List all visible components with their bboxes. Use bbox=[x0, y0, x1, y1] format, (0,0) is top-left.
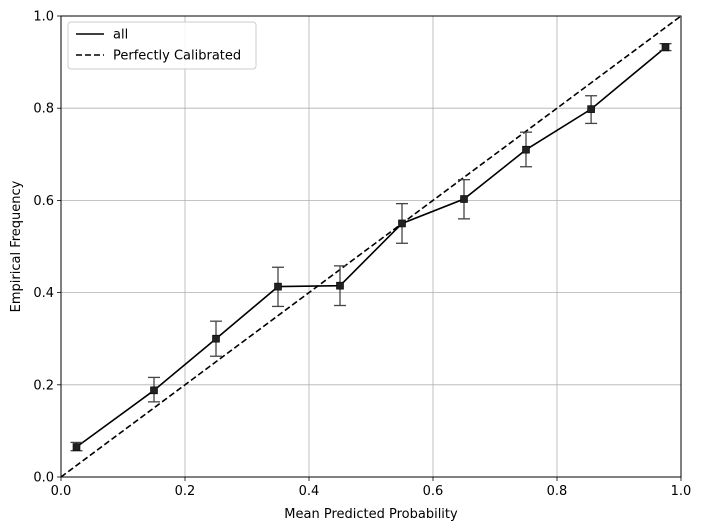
legend-box bbox=[67, 21, 257, 70]
data-point-marker bbox=[274, 282, 282, 291]
data-point-marker bbox=[460, 195, 468, 203]
y-tick-label: 0.0 bbox=[33, 471, 54, 486]
data-point-marker bbox=[661, 43, 670, 52]
perfectly-calibrated-line bbox=[60, 15, 682, 478]
data-point-marker bbox=[587, 105, 595, 113]
x-tick-label: 0.4 bbox=[299, 484, 320, 499]
y-tick-label: 0.2 bbox=[33, 378, 54, 393]
y-tick-label: 0.6 bbox=[33, 194, 54, 209]
x-tick-label: 0.6 bbox=[423, 484, 444, 499]
data-point-marker bbox=[398, 219, 406, 228]
y-axis-label: Empirical Frequency bbox=[9, 180, 24, 312]
data-point-marker bbox=[336, 281, 344, 290]
data-point-marker bbox=[72, 443, 81, 451]
x-tick-label: 0.8 bbox=[547, 484, 568, 499]
axis-ticks: 0.0 0.2 0.4 0.6 0.8 1.0 0.0 0.2 0.4 0.6 0.8 1.0 bbox=[33, 10, 691, 500]
y-tick-label: 1.0 bbox=[33, 10, 54, 25]
series-layer bbox=[60, 15, 682, 478]
legend-label-all: all bbox=[113, 28, 128, 43]
y-tick-label: 0.8 bbox=[33, 102, 54, 117]
series-all-line bbox=[76, 46, 667, 448]
legend-label-perfectly-calibrated: Perfectly Calibrated bbox=[113, 49, 241, 64]
data-point-marker bbox=[212, 334, 220, 343]
y-tick-label: 0.4 bbox=[33, 286, 54, 301]
x-tick-label: 1.0 bbox=[671, 484, 692, 499]
plot-frame bbox=[60, 15, 682, 478]
grid-lines bbox=[60, 15, 682, 478]
x-tick-label: 0.2 bbox=[175, 484, 196, 499]
legend: all Perfectly Calibrated bbox=[67, 21, 257, 70]
x-tick-label: 0.0 bbox=[51, 484, 72, 499]
data-point-marker bbox=[150, 386, 158, 395]
data-point-marker bbox=[522, 145, 530, 154]
x-axis-label: Mean Predicted Probability bbox=[284, 507, 458, 522]
